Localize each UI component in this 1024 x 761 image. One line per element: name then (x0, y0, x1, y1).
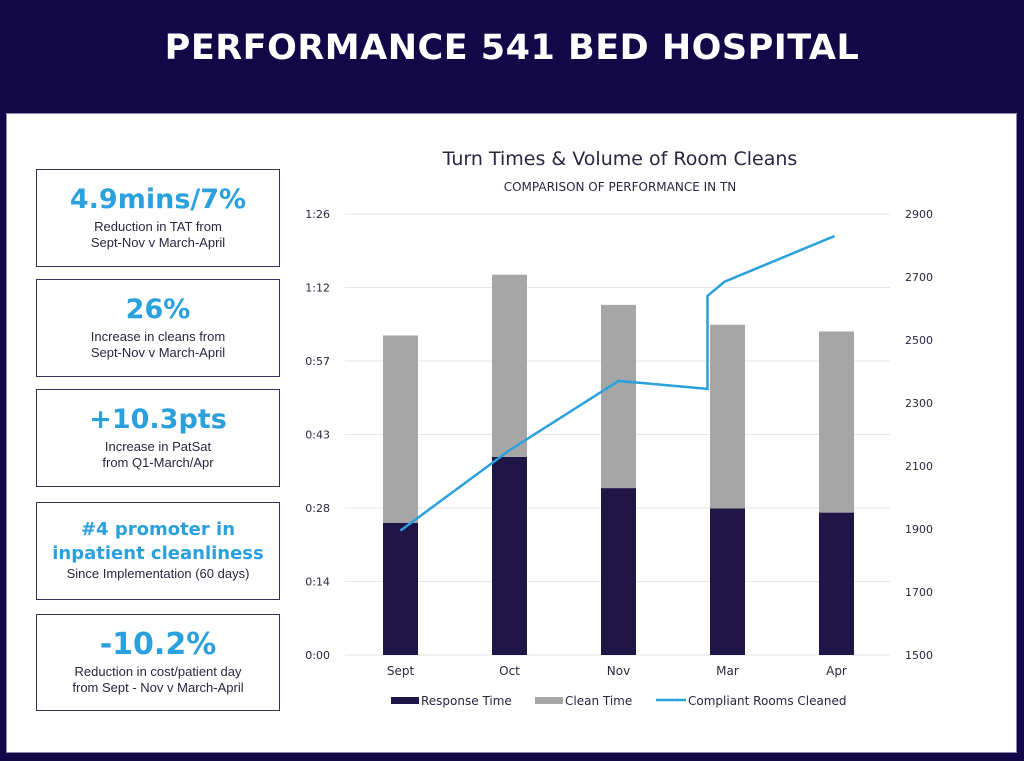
kpi-value: 4.9mins/7% (69, 184, 247, 215)
kpi-caption-line: Since Implementation (60 days) (66, 566, 250, 581)
kpi-card-promoter: #4 promoter in inpatient cleanliness Sin… (36, 502, 280, 600)
right-axis-tick-label: 2500 (905, 334, 933, 347)
right-axis-tick-label: 2700 (905, 271, 933, 284)
left-axis-tick-label: 0:28 (305, 502, 330, 515)
right-axis-tick-label: 2900 (905, 208, 933, 221)
kpi-value-line: #4 promoter in (80, 519, 236, 540)
kpi-value: +10.3pts (89, 404, 227, 435)
bar-response-time (601, 488, 636, 655)
bar-response-time (819, 512, 854, 655)
bar-clean-time (492, 274, 527, 457)
kpi-card-tat: 4.9mins/7% Reduction in TAT from Sept-No… (36, 169, 280, 267)
x-axis-tick-label: Sept (387, 664, 415, 678)
kpi-card-cost: -10.2% Reduction in cost/patient day fro… (36, 614, 280, 711)
right-axis-tick-label: 2100 (905, 460, 933, 473)
legend-swatch-response-time (391, 697, 419, 704)
x-axis-tick-label: Nov (607, 664, 630, 678)
kpi-caption-line: Reduction in cost/patient day (74, 664, 242, 679)
right-axis-tick-label: 1700 (905, 586, 933, 599)
kpi-caption-line: from Q1-March/Apr (102, 455, 214, 470)
chart-subtitle: COMPARISON OF PERFORMANCE IN TN (504, 180, 737, 194)
bar-response-time (710, 508, 745, 655)
left-axis-tick-label: 1:12 (305, 282, 330, 295)
right-axis-tick-label: 1900 (905, 523, 933, 536)
x-axis-tick-label: Oct (499, 664, 520, 678)
kpi-caption-line: Increase in cleans from (90, 329, 226, 344)
x-axis-tick-label: Mar (716, 664, 739, 678)
kpi-caption-line: Sept-Nov v March-April (90, 235, 226, 250)
kpi-caption-line: Increase in PatSat (104, 439, 212, 454)
bar-clean-time (601, 304, 636, 489)
kpi-value: -10.2% (99, 627, 217, 662)
legend-label-clean-time: Clean Time (565, 694, 632, 708)
bar-response-time (383, 522, 418, 655)
page-title: PERFORMANCE 541 BED HOSPITAL (164, 28, 860, 68)
kpi-value-line: inpatient cleanliness (52, 543, 264, 564)
bar-clean-time (819, 331, 854, 513)
right-axis-tick-label: 1500 (905, 649, 933, 662)
kpi-caption-line: Sept-Nov v March-April (90, 345, 226, 360)
left-axis-tick-label: 0:14 (305, 576, 330, 589)
left-axis-tick-label: 1:26 (305, 208, 330, 221)
bar-clean-time (383, 335, 418, 523)
left-axis-tick-label: 0:43 (305, 429, 330, 442)
x-axis-tick-label: Apr (826, 664, 847, 678)
kpi-caption-line: Reduction in TAT from (94, 219, 222, 234)
chart-title: Turn Times & Volume of Room Cleans (442, 148, 798, 170)
kpi-card-patsat: +10.3pts Increase in PatSat from Q1-Marc… (36, 389, 280, 487)
kpi-caption-line: from Sept - Nov v March-April (72, 680, 244, 695)
header-banner: PERFORMANCE 541 BED HOSPITAL (0, 0, 1024, 112)
chart-legend: Response Time Clean Time Compliant Rooms… (391, 694, 846, 708)
legend-swatch-clean-time (535, 697, 563, 704)
legend-label-response-time: Response Time (421, 694, 512, 708)
kpi-card-cleans: 26% Increase in cleans from Sept-Nov v M… (36, 279, 280, 377)
right-axis-tick-label: 2300 (905, 397, 933, 410)
left-axis-tick-label: 0:00 (305, 649, 330, 662)
kpi-value: 26% (125, 294, 191, 325)
bar-response-time (492, 456, 527, 655)
left-axis-tick-label: 0:57 (305, 355, 330, 368)
bar-clean-time (710, 324, 745, 509)
legend-label-compliant-rooms: Compliant Rooms Cleaned (688, 694, 846, 708)
